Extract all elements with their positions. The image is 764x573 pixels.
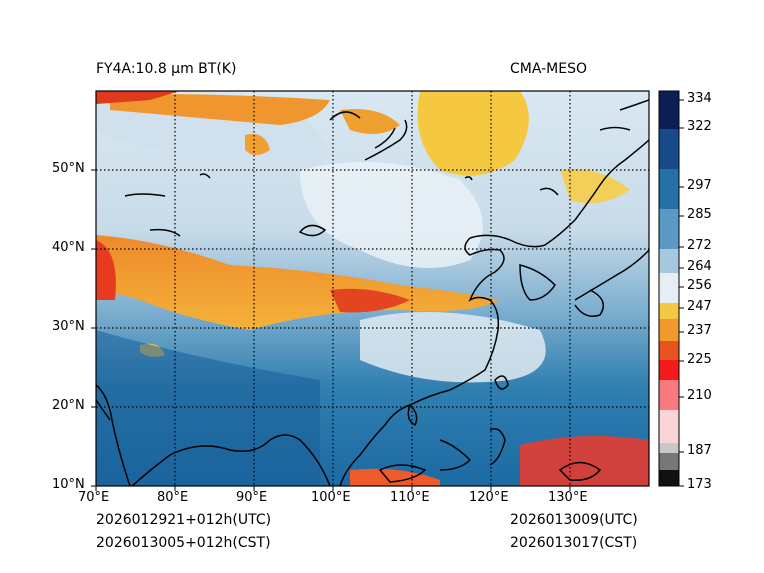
valid-time-utc: 2026013009(UTC) <box>510 512 638 528</box>
lon-label: 130°E <box>548 490 588 505</box>
colorbar-label: 334 <box>687 91 712 106</box>
colorbar-ticks <box>679 99 684 487</box>
graticule <box>96 91 649 486</box>
lat-label: 40°N <box>52 240 85 255</box>
colorbar-label: 247 <box>687 299 712 314</box>
colorbar-label: 272 <box>687 238 712 253</box>
coastlines <box>96 99 649 486</box>
lon-label: 70°E <box>78 490 110 505</box>
colorbar-label: 285 <box>687 207 712 222</box>
lon-label: 80°E <box>157 490 189 505</box>
title-right: CMA-MESO <box>510 61 588 77</box>
lat-label: 20°N <box>52 398 85 413</box>
lat-label: 10°N <box>52 477 85 492</box>
title-left: FY4A:10.8 μm BT(K) <box>96 61 237 77</box>
map-frame <box>95 90 650 487</box>
lon-label: 120°E <box>469 490 509 505</box>
colorbar <box>658 90 680 487</box>
colorbar-label: 297 <box>687 178 712 193</box>
colorbar-label: 187 <box>687 443 712 458</box>
map-ticks <box>91 169 571 491</box>
colorbar-label: 237 <box>687 323 712 338</box>
lat-label: 50°N <box>52 161 85 176</box>
init-time-cst: 2026013005+012h(CST) <box>96 535 271 551</box>
lon-label: 100°E <box>311 490 351 505</box>
lon-label: 110°E <box>390 490 430 505</box>
colorbar-label: 225 <box>687 352 712 367</box>
colorbar-label: 256 <box>687 278 712 293</box>
colorbar-label: 173 <box>687 477 712 492</box>
lat-label: 30°N <box>52 319 85 334</box>
colorbar-label: 210 <box>687 388 712 403</box>
init-time-utc: 2026012921+012h(UTC) <box>96 512 272 528</box>
brightness-temperature-field <box>96 91 649 486</box>
valid-time-cst: 2026013017(CST) <box>510 535 638 551</box>
colorbar-label: 264 <box>687 259 712 274</box>
lon-label: 90°E <box>236 490 268 505</box>
colorbar-label: 322 <box>687 119 712 134</box>
